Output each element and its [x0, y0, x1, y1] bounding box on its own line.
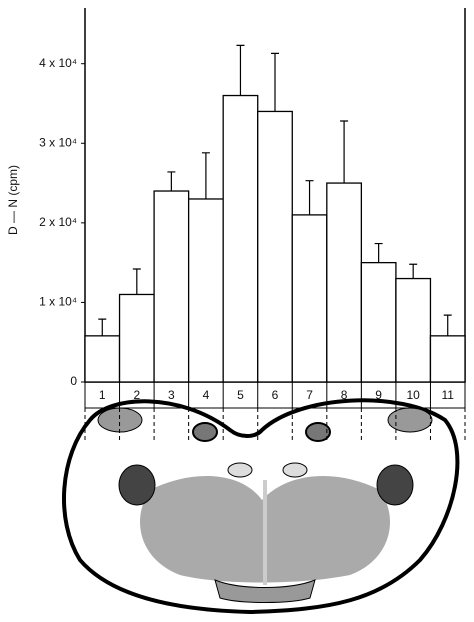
- bar: [84, 335, 121, 383]
- x-tick-label: 9: [375, 388, 382, 402]
- x-tick-label: 4: [203, 388, 210, 402]
- error-bar: [236, 44, 245, 96]
- y-tick-label: 4 x 10⁴: [39, 56, 77, 70]
- error-bar: [132, 268, 141, 295]
- x-tick-label: 5: [237, 388, 244, 402]
- x-tick-label: 11: [441, 388, 454, 402]
- x-tick-label: 2: [133, 388, 140, 402]
- error-bar: [409, 263, 418, 279]
- y-axis-label: D — N (cpm): [6, 165, 20, 235]
- bar: [187, 198, 224, 383]
- bar: [395, 277, 432, 383]
- error-bar: [340, 120, 349, 184]
- y-tick-label: 3 x 10⁴: [39, 135, 77, 149]
- error-bar: [305, 180, 314, 215]
- brain-section: [62, 398, 460, 615]
- y-tick-label: 1 x 10⁴: [39, 295, 77, 309]
- error-bar: [167, 171, 176, 192]
- bar: [429, 335, 466, 383]
- bar: [118, 293, 155, 383]
- error-bar: [443, 314, 452, 336]
- error-bar: [98, 318, 107, 336]
- bar: [222, 94, 259, 383]
- x-tick-label: 10: [407, 388, 421, 402]
- y-tick-label: 0: [70, 374, 77, 388]
- error-bar: [201, 152, 210, 199]
- x-tick-label: 8: [341, 388, 348, 402]
- x-tick-label: 7: [306, 388, 313, 402]
- error-bar: [374, 242, 383, 263]
- bar: [257, 110, 293, 383]
- error-bar: [271, 52, 279, 112]
- x-tick-label: 1: [99, 388, 106, 402]
- bar: [291, 214, 328, 383]
- x-tick-label: 6: [272, 388, 279, 402]
- bar: [153, 190, 190, 383]
- bar: [326, 182, 363, 383]
- bar: [360, 261, 397, 383]
- x-tick-label: 3: [168, 388, 175, 402]
- y-tick-label: 2 x 10⁴: [39, 215, 77, 229]
